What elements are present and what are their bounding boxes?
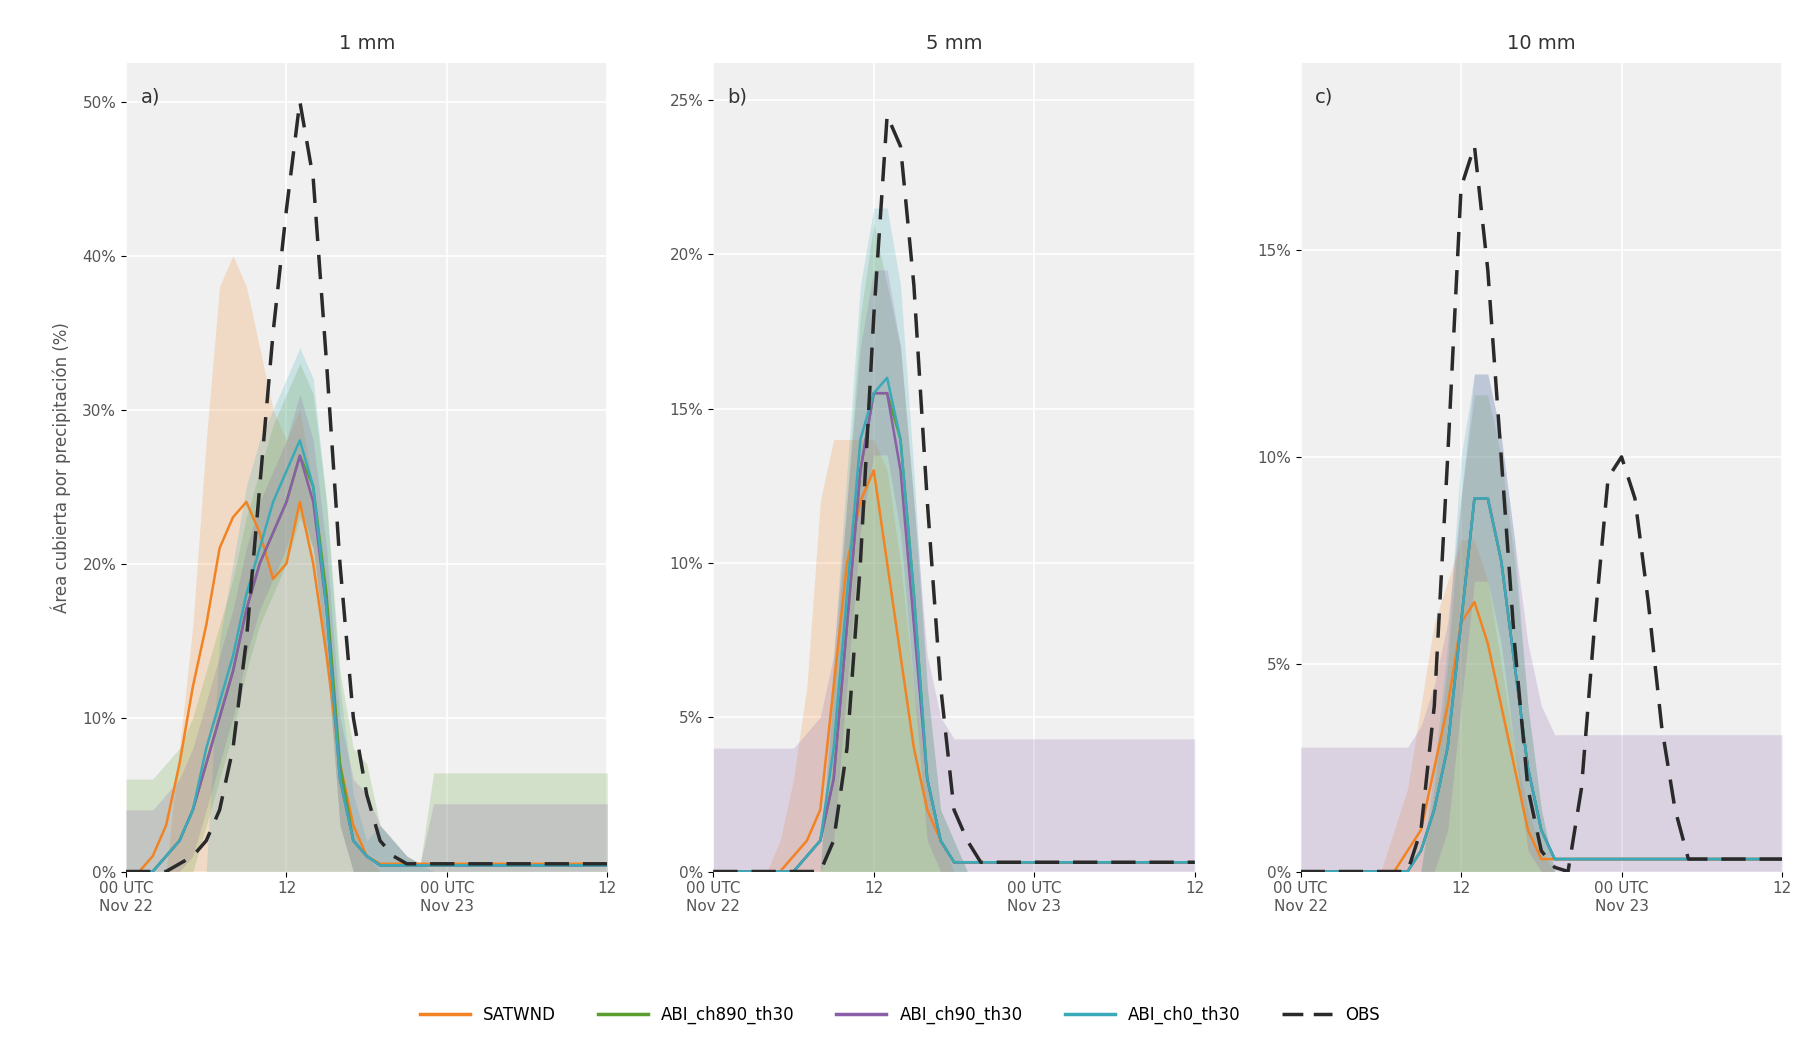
Text: b): b): [727, 87, 747, 106]
Y-axis label: Área cubierta por precipitación (%): Área cubierta por precipitación (%): [50, 321, 72, 613]
Title: 1 mm: 1 mm: [338, 34, 394, 54]
Title: 5 mm: 5 mm: [925, 34, 983, 54]
Text: a): a): [140, 87, 160, 106]
Title: 10 mm: 10 mm: [1507, 34, 1575, 54]
Legend: SATWND, ABI_ch890_th30, ABI_ch90_th30, ABI_ch0_th30, OBS: SATWND, ABI_ch890_th30, ABI_ch90_th30, A…: [414, 1000, 1386, 1031]
Text: c): c): [1316, 87, 1334, 106]
